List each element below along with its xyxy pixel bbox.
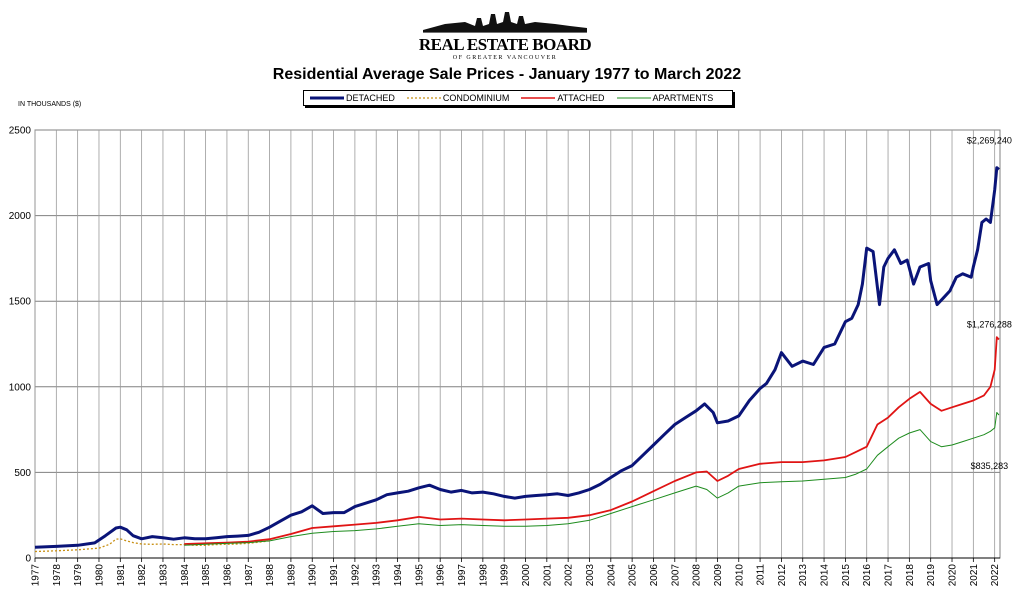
annotation-label: $1,276,288 (967, 320, 1012, 330)
x-tick-label: 1981 (116, 564, 127, 587)
x-tick-label: 1998 (478, 564, 489, 587)
legend-swatch-attached (521, 97, 556, 99)
x-tick-label: 2014 (820, 564, 831, 587)
series-line-condominium (34, 538, 270, 553)
x-tick-label: 1982 (137, 564, 148, 587)
series-lines (34, 166, 1000, 553)
x-tick-label: 2015 (841, 564, 852, 587)
legend-label-detached: DETACHED (346, 93, 395, 103)
x-tick-label: 2002 (564, 564, 575, 587)
x-tick-label: 1986 (222, 564, 233, 587)
x-tick-label: 2008 (692, 564, 703, 587)
logo-line1: REAL ESTATE BOARD (419, 35, 591, 54)
x-tick-label: 2016 (862, 564, 873, 587)
x-tick-label: 1990 (308, 564, 319, 587)
x-tick-label: 2022 (990, 564, 1001, 587)
x-tick-label: 1999 (500, 564, 511, 587)
x-tick-label: 2000 (521, 564, 532, 587)
x-tick-label: 1985 (201, 564, 212, 587)
x-tick-label: 2005 (628, 564, 639, 587)
series-line-detached (34, 166, 1000, 549)
real-estate-board-logo: REAL ESTATE BOARD OF GREATER VANCOUVER (419, 12, 592, 61)
x-tick-label: 2021 (969, 564, 980, 587)
x-tick-label: 2003 (585, 564, 596, 587)
x-tick-label: 1984 (180, 564, 191, 587)
x-ticks: 1977 1978 1979 1980 1981 1982 1983 1984 1985 1986… (31, 564, 1002, 587)
y-ticks: 0 500 1000 1500 2000 2500 (9, 126, 32, 565)
x-tick-label: 1977 (31, 564, 42, 587)
x-tick-label: 2018 (905, 564, 916, 587)
annotation-label: $2,269,240 (967, 136, 1012, 146)
x-tick-label: 1983 (158, 564, 169, 587)
x-tick-label: 2019 (926, 564, 937, 587)
x-tick-label: 1993 (372, 564, 383, 587)
x-tick-label: 2013 (798, 564, 809, 587)
legend-item-apartments: APARTMENTS (616, 93, 714, 103)
legend-swatch-detached (310, 96, 344, 100)
x-tick-label: 1989 (286, 564, 297, 587)
x-tick-label: 1988 (265, 564, 276, 587)
y-axis-label: IN THOUSANDS ($) (18, 101, 82, 108)
annotations: $2,269,240 $1,276,288 $835,283 (967, 136, 1012, 471)
legend-item-detached: DETACHED (310, 93, 395, 103)
x-tick-label: 1997 (457, 564, 468, 587)
y-tick-label: 2500 (9, 126, 32, 137)
annotation-label: $835,283 (971, 461, 1009, 471)
legend-item-condominium: CONDOMINIUM (406, 93, 510, 103)
x-tick-label: 2007 (670, 564, 681, 587)
series-line-attached (184, 336, 1000, 545)
x-tick-label: 2017 (884, 564, 895, 587)
x-tick-label: 1978 (52, 564, 63, 587)
legend-swatch-apartments (616, 97, 651, 99)
y-tick-label: 0 (25, 554, 31, 565)
x-tick-label: 1995 (414, 564, 425, 587)
x-tick-label: 2012 (777, 564, 788, 587)
x-tick-label: 1996 (436, 564, 447, 587)
x-tick-label: 2020 (948, 564, 959, 587)
grid (34, 129, 1001, 562)
x-tick-label: 2010 (734, 564, 745, 587)
legend-label-apartments: APARTMENTS (652, 93, 714, 103)
logo-line2: OF GREATER VANCOUVER (453, 55, 557, 61)
y-tick-label: 1000 (9, 382, 32, 393)
x-tick-label: 2004 (606, 564, 617, 587)
x-tick-label: 2009 (713, 564, 724, 587)
legend-label-condominium: CONDOMINIUM (442, 93, 510, 103)
plot-frame (34, 129, 1001, 559)
chart-title: Residential Average Sale Prices - Januar… (272, 66, 742, 83)
x-tick-label: 2011 (756, 564, 767, 586)
x-tick-label: 2006 (649, 564, 660, 587)
x-tick-label: 1980 (94, 564, 105, 587)
legend: DETACHED CONDOMINIUM ATTACHED APARTMENTS (303, 90, 733, 106)
x-tick-label: 1991 (329, 564, 340, 587)
x-tick-label: 2001 (542, 564, 553, 587)
y-tick-label: 2000 (9, 211, 32, 222)
x-tick-label: 1979 (73, 564, 84, 587)
y-tick-label: 1500 (9, 297, 32, 308)
x-tick-label: 1987 (244, 564, 255, 587)
legend-item-attached: ATTACHED (521, 93, 605, 103)
x-tick-label: 1994 (393, 564, 404, 587)
legend-swatch-condominium (406, 97, 441, 99)
y-tick-label: 500 (14, 468, 31, 479)
legend-label-attached: ATTACHED (557, 93, 605, 103)
series-line-apartments (184, 412, 1000, 546)
x-tick-label: 1992 (350, 564, 361, 587)
